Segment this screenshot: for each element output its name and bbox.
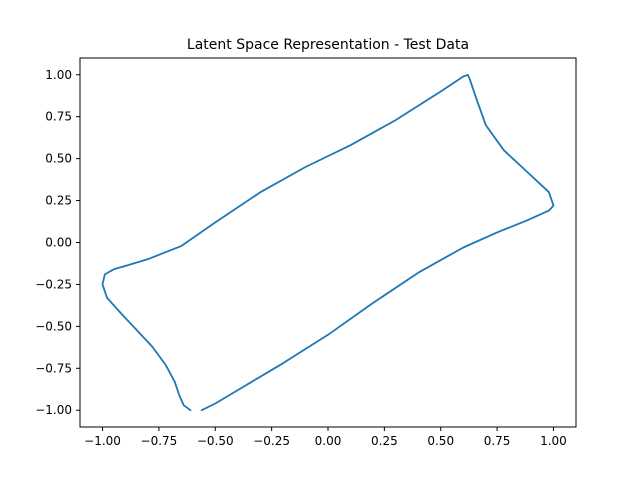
series-layer bbox=[101, 73, 555, 412]
x-tick-label: −1.00 bbox=[84, 434, 121, 448]
axes-frame bbox=[79, 57, 577, 428]
y-axis-ticks: −1.00 −0.75 −0.50 −0.25 0.00 0.25 0.50 0.75 1.00 bbox=[35, 68, 80, 417]
x-tick-label: −0.25 bbox=[253, 434, 290, 448]
y-tick-label: 0.75 bbox=[45, 110, 72, 124]
x-tick-label: 0.00 bbox=[315, 434, 342, 448]
x-tick-label: −0.50 bbox=[197, 434, 234, 448]
y-tick-label: −1.00 bbox=[35, 403, 72, 417]
y-tick-label: 0.25 bbox=[45, 194, 72, 208]
x-tick-label: −0.75 bbox=[141, 434, 178, 448]
y-tick-label: 0.50 bbox=[45, 152, 72, 166]
y-tick-label: −0.50 bbox=[35, 319, 72, 333]
x-tick-label: 0.75 bbox=[484, 434, 511, 448]
chart-title: Latent Space Representation - Test Data bbox=[187, 37, 469, 53]
y-tick-label: 0.00 bbox=[45, 236, 72, 250]
series-line bbox=[101, 73, 555, 412]
x-tick-label: 1.00 bbox=[540, 434, 567, 448]
y-tick-label: 1.00 bbox=[45, 68, 72, 82]
y-tick-label: −0.75 bbox=[35, 361, 72, 375]
y-tick-label: −0.25 bbox=[35, 277, 72, 291]
x-axis-ticks: −1.00 −0.75 −0.50 −0.25 0.00 0.25 0.50 0.75 1.00 bbox=[84, 427, 567, 448]
x-tick-label: 0.50 bbox=[427, 434, 454, 448]
x-tick-label: 0.25 bbox=[371, 434, 398, 448]
